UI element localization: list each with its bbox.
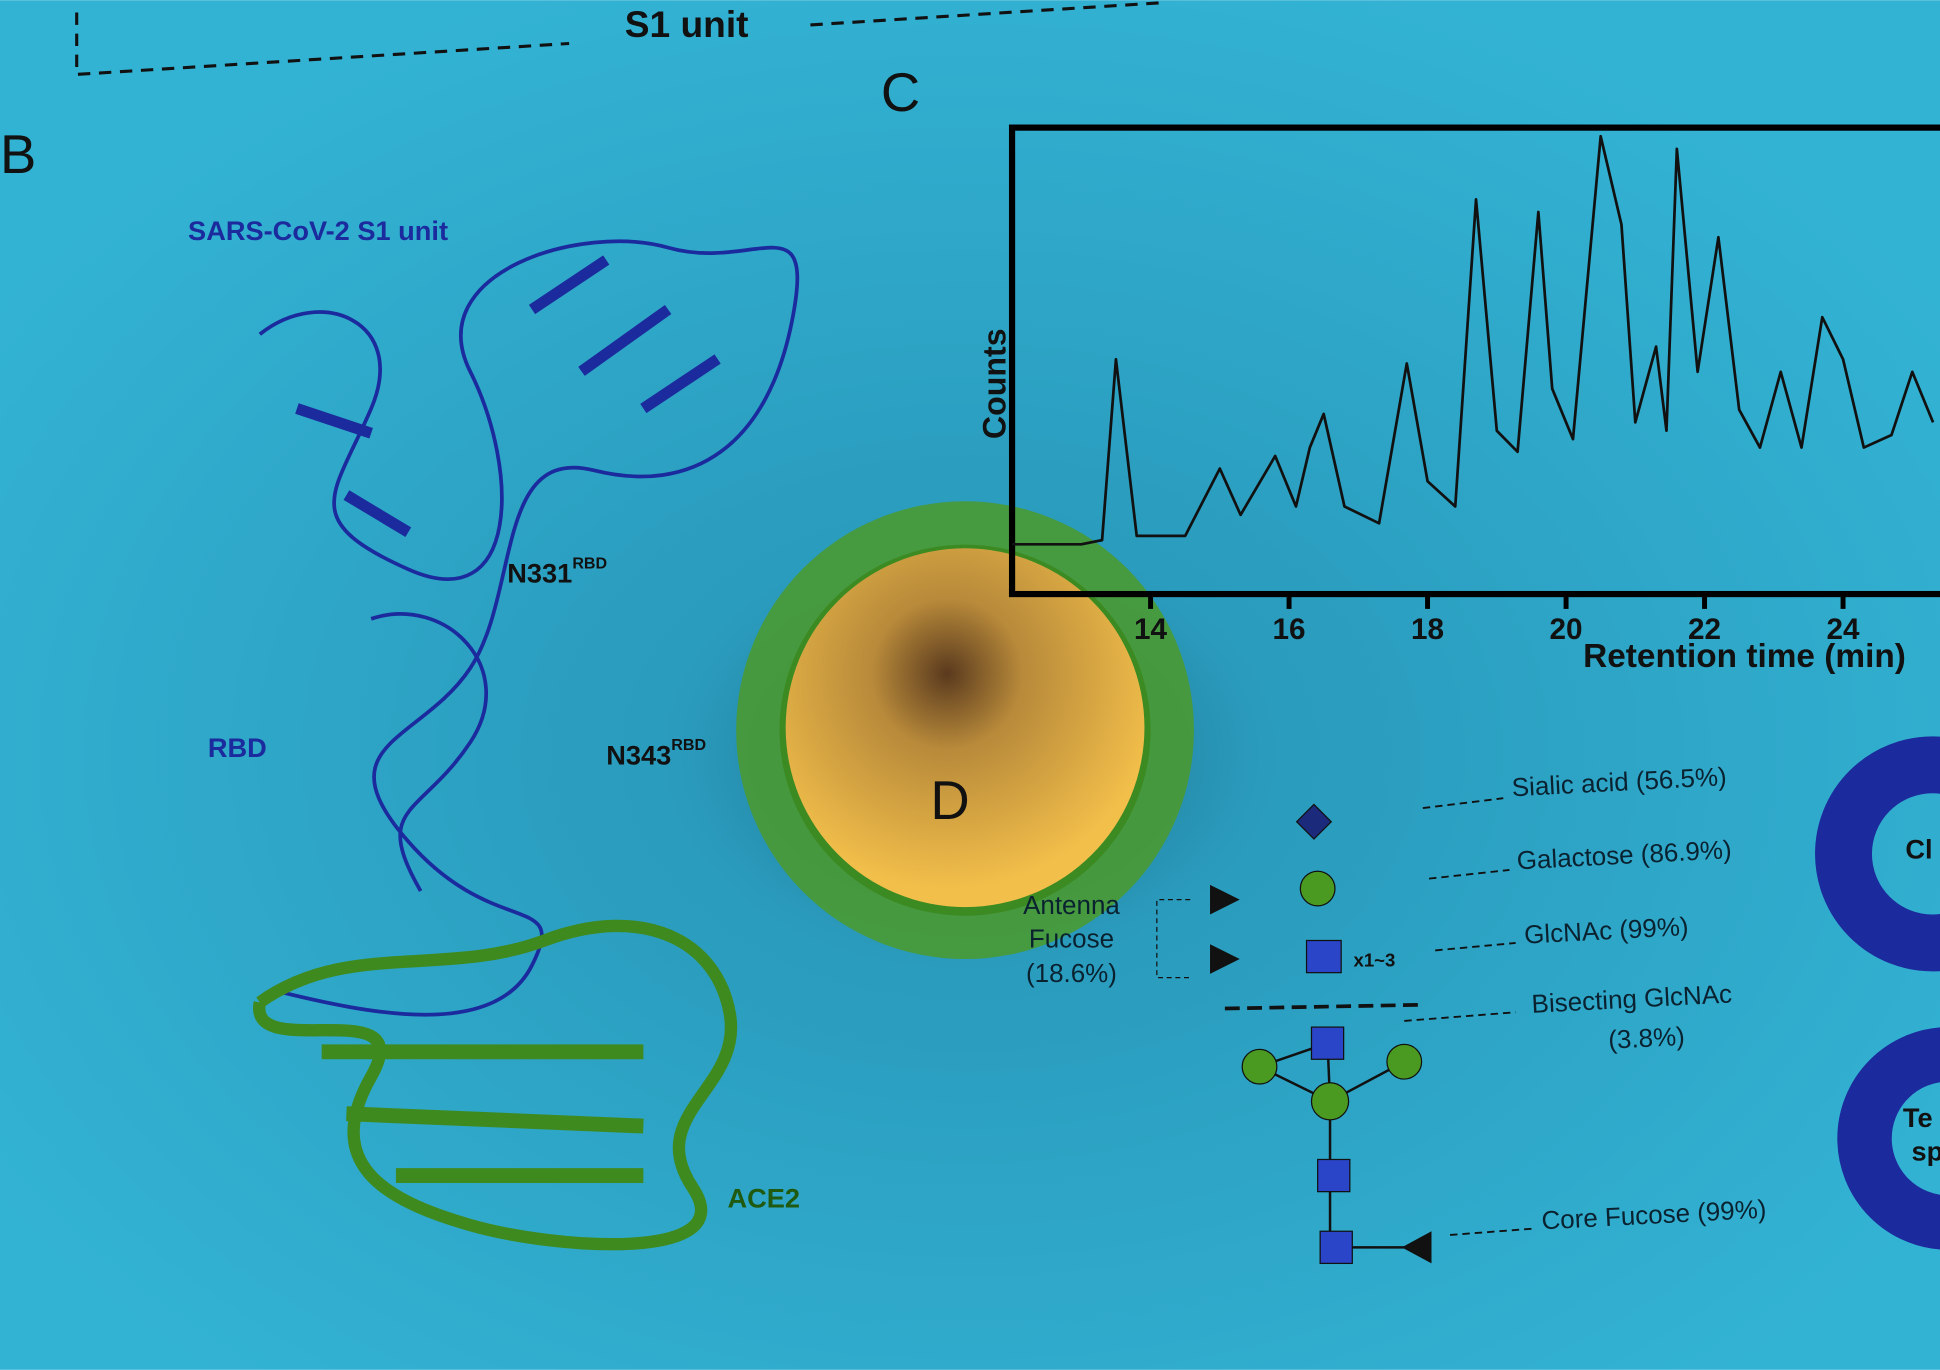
plot-frame xyxy=(1008,124,1940,598)
core-square xyxy=(1319,1230,1353,1265)
x-tick-label: 16 xyxy=(1273,613,1306,646)
site: N343 xyxy=(606,740,671,771)
s1-unit-label: S1 unit xyxy=(625,3,749,45)
site-sup: RBD xyxy=(572,555,607,573)
trace xyxy=(1012,134,1935,546)
x-tick-label: 18 xyxy=(1411,613,1444,646)
panel-label: D xyxy=(930,770,969,831)
chromatogram: Counts Retention time (min) 14 16 18 20 22 24 xyxy=(977,124,1940,675)
glycan-label: (3.8%) xyxy=(1608,1021,1686,1055)
arrows xyxy=(1404,797,1532,1236)
repeat-label: x1~3 xyxy=(1354,949,1396,970)
site-label: N343RBD xyxy=(606,736,706,770)
mannose xyxy=(1241,1048,1278,1085)
donut-label: Cl xyxy=(1905,834,1932,865)
core-fucose-triangle xyxy=(1401,1231,1432,1264)
donut-label: sp xyxy=(1912,1135,1940,1166)
virion xyxy=(785,548,1145,908)
core-square xyxy=(1317,1158,1351,1193)
x-tick-label: 22 xyxy=(1688,613,1721,646)
y-axis-label: Counts xyxy=(977,328,1013,439)
sialic-diamond xyxy=(1295,803,1333,840)
antenna-bracket xyxy=(1156,899,1191,979)
protein-label: RBD xyxy=(208,732,267,763)
protein-label: SARS-CoV-2 S1 unit xyxy=(188,215,448,246)
site-label: N331RBD xyxy=(507,555,607,589)
x-tick-label: 14 xyxy=(1134,613,1168,646)
glycan-label: (18.6%) xyxy=(1026,958,1117,988)
glycan-label: Antenna xyxy=(1023,890,1120,920)
donut xyxy=(1815,736,1940,972)
fucose-triangle xyxy=(1210,884,1240,974)
ace2-protein xyxy=(253,919,738,1251)
donut-label: Te xyxy=(1903,1102,1933,1133)
s1-protein xyxy=(258,239,800,1017)
site-sup: RBD xyxy=(671,736,706,754)
divider xyxy=(1224,1002,1421,1011)
s1-bracket xyxy=(75,1,1164,77)
x-tick-label: 24 xyxy=(1827,613,1861,646)
protein-label: ACE2 xyxy=(727,1182,800,1213)
bisecting-square xyxy=(1310,1026,1345,1060)
panel-label: B xyxy=(0,124,36,185)
site: N331 xyxy=(507,558,572,589)
glycan-label: Fucose xyxy=(1029,923,1114,953)
x-tick-label: 20 xyxy=(1550,613,1583,646)
mannose xyxy=(1310,1082,1350,1121)
galactose-circle xyxy=(1299,870,1336,907)
donut xyxy=(1837,1027,1940,1250)
x-axis-label: Retention time (min) xyxy=(1583,638,1906,675)
mannose xyxy=(1386,1043,1423,1080)
panel-label: C xyxy=(881,62,920,123)
glcnac-square xyxy=(1305,939,1342,974)
